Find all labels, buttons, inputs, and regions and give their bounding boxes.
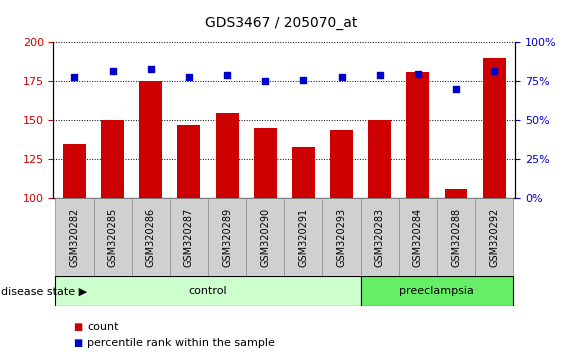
Bar [292, 147, 315, 198]
Text: GSM320293: GSM320293 [337, 207, 347, 267]
Point [261, 79, 270, 84]
Point [185, 74, 194, 80]
Bar [482, 58, 506, 198]
Text: preeclampsia: preeclampsia [400, 286, 475, 296]
Text: disease state ▶: disease state ▶ [1, 286, 87, 296]
Bar [437, 198, 475, 276]
Text: ■: ■ [73, 322, 82, 332]
Text: percentile rank within the sample: percentile rank within the sample [87, 338, 275, 348]
Bar [63, 144, 86, 198]
Bar [445, 189, 467, 198]
Point [337, 74, 346, 80]
Bar [208, 198, 246, 276]
Point [375, 72, 384, 78]
Text: GSM320292: GSM320292 [489, 207, 499, 267]
Text: GSM320287: GSM320287 [184, 207, 194, 267]
Point [70, 74, 79, 80]
Bar [254, 128, 276, 198]
Text: ■: ■ [73, 338, 82, 348]
Text: control: control [189, 286, 227, 296]
Text: GSM320282: GSM320282 [69, 207, 79, 267]
Text: GDS3467 / 205070_at: GDS3467 / 205070_at [205, 16, 358, 30]
Bar [55, 198, 93, 276]
Bar [132, 198, 170, 276]
Point [222, 72, 231, 78]
Text: GSM320289: GSM320289 [222, 207, 232, 267]
Text: GSM320284: GSM320284 [413, 207, 423, 267]
Bar [55, 276, 361, 306]
Bar [361, 276, 513, 306]
Point [146, 66, 155, 72]
Bar [216, 113, 239, 198]
Bar [101, 120, 124, 198]
Bar [170, 198, 208, 276]
Point [490, 68, 499, 73]
Text: count: count [87, 322, 119, 332]
Bar [330, 130, 353, 198]
Bar [399, 198, 437, 276]
Bar [139, 81, 162, 198]
Point [413, 71, 422, 76]
Bar [406, 72, 430, 198]
Bar [93, 198, 132, 276]
Text: GSM320285: GSM320285 [108, 207, 118, 267]
Point [452, 86, 461, 92]
Bar [246, 198, 284, 276]
Bar [368, 120, 391, 198]
Bar [361, 198, 399, 276]
Point [108, 68, 117, 73]
Text: GSM320290: GSM320290 [260, 207, 270, 267]
Bar [177, 125, 200, 198]
Point [299, 77, 308, 83]
Bar [323, 198, 361, 276]
Bar [284, 198, 323, 276]
Text: GSM320288: GSM320288 [451, 207, 461, 267]
Text: GSM320291: GSM320291 [298, 207, 309, 267]
Text: GSM320286: GSM320286 [146, 207, 156, 267]
Text: GSM320283: GSM320283 [375, 207, 385, 267]
Bar [475, 198, 513, 276]
